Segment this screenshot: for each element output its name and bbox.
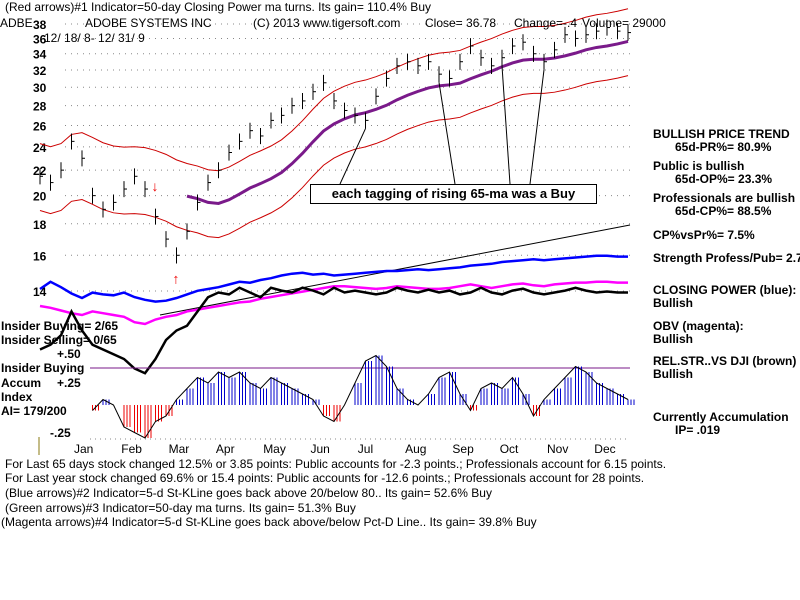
- green-arrows-indicator: (Green arrows)#3 Indicator=50-day ma tur…: [5, 501, 356, 515]
- red-arrow-icon: ↑: [173, 270, 180, 286]
- date-range: 12/ 18/ 8- 12/ 31/ 9: [44, 31, 145, 45]
- annotation-pointer: [339, 128, 366, 185]
- month-label: Oct: [500, 442, 519, 456]
- y-tick-label: 32: [33, 64, 47, 78]
- red-arrows-indicator: (Red arrows)#1 Indicator=50-day Closing …: [5, 0, 431, 14]
- obv-label: OBV (magenta):: [653, 319, 744, 333]
- ticker: ADBE: [0, 16, 33, 30]
- red-arrow-icon: ↓: [152, 178, 159, 194]
- y-tick-label: 16: [33, 249, 47, 263]
- y-tick-label: 20: [33, 190, 47, 204]
- accum-label: Accum: [1, 376, 42, 390]
- magenta-arrows-indicator: (Magenta arrows)#4 Indicator=5-d St-KLin…: [1, 515, 537, 529]
- y-tick-label: 24: [33, 141, 47, 155]
- annotation-box: each tagging of rising 65-ma was a Buy: [310, 184, 597, 204]
- rel-str-label: REL.STR..VS DJI (brown): [653, 354, 797, 368]
- cp-vs-pr: CP%vsPr%= 7.5%: [653, 228, 755, 242]
- month-label: Aug: [405, 442, 426, 456]
- index-label: Index: [1, 390, 33, 404]
- professionals-label: Professionals are bullish: [653, 191, 796, 205]
- close-value: Close= 36.78: [425, 16, 497, 30]
- closing-power-line: [39, 254, 628, 303]
- strength-ratio: Strength Profess/Pub= 2.7: [653, 251, 800, 265]
- month-label: Mar: [169, 442, 190, 456]
- cp-value: 65d-CP%= 88.5%: [675, 204, 772, 218]
- month-label: Jun: [311, 442, 330, 456]
- insider-selling: Insider Selling= 0/65: [1, 333, 117, 347]
- price-trend-label: BULLISH PRICE TREND: [653, 127, 790, 141]
- month-label: Sep: [452, 442, 474, 456]
- obv-line: [39, 280, 628, 326]
- insider-buying: Insider Buying= 2/65: [1, 319, 119, 333]
- upper-band: [39, 8, 629, 172]
- company-name: ADOBE SYSTEMS INC: [85, 16, 212, 30]
- pr-value: 65d-PR%= 80.9%: [675, 140, 772, 154]
- blue-arrows-indicator: (Blue arrows)#2 Indicator=5-d St-KLine g…: [5, 486, 492, 500]
- month-label: Nov: [547, 442, 568, 456]
- y-tick-label: 28: [33, 100, 47, 114]
- obv-status: Bullish: [653, 332, 694, 346]
- ma65-line: [186, 39, 629, 205]
- change-value: Change=-.4: [514, 16, 578, 30]
- closing-power-status: Bullish: [653, 296, 694, 310]
- accum-line: [92, 354, 629, 439]
- tick-plus50: +.50: [57, 347, 81, 361]
- month-label: Feb: [121, 442, 142, 456]
- volume-value: Volume= 29000: [582, 16, 666, 30]
- copyright: (C) 2013 www.tigersoft.com: [253, 16, 401, 30]
- annotation-pointer: [501, 65, 511, 185]
- rel-str-status: Bullish: [653, 367, 694, 381]
- month-label: May: [263, 442, 286, 456]
- closing-power-label: CLOSING POWER (blue):: [653, 283, 797, 297]
- public-label: Public is bullish: [653, 159, 745, 173]
- y-tick-label: 26: [33, 119, 47, 133]
- op-value: 65d-OP%= 23.3%: [675, 172, 773, 186]
- tick-plus25: +.25: [57, 376, 81, 390]
- ai-value: AI= 179/200: [1, 404, 67, 418]
- tick-minus25: -.25: [50, 426, 71, 440]
- y-tick-label: 14: [33, 285, 47, 299]
- rel-strength-line: [39, 286, 628, 375]
- y-tick-label: 18: [33, 218, 47, 232]
- month-label: Jul: [358, 442, 373, 456]
- footer-line-year: For Last year stock changed 69.6% or 15.…: [5, 471, 645, 485]
- footer-line-65days: For Last 65 days stock changed 12.5% or …: [5, 457, 667, 471]
- y-tick-label: 34: [33, 48, 47, 62]
- annotation-pointer: [529, 69, 545, 185]
- ip-value: IP= .019: [675, 423, 721, 437]
- month-label: Apr: [216, 442, 235, 456]
- insider-buying-label: Insider Buying: [1, 361, 85, 375]
- month-label: Dec: [594, 442, 615, 456]
- accumulation-label: Currently Accumulation: [653, 410, 789, 424]
- y-tick-label: 30: [33, 81, 47, 95]
- lower-band: [39, 75, 629, 239]
- month-label: Jan: [74, 442, 93, 456]
- y-tick-label: 36: [33, 32, 47, 46]
- y-tick-label: 38: [33, 18, 47, 32]
- annotation-pointer: [438, 82, 456, 185]
